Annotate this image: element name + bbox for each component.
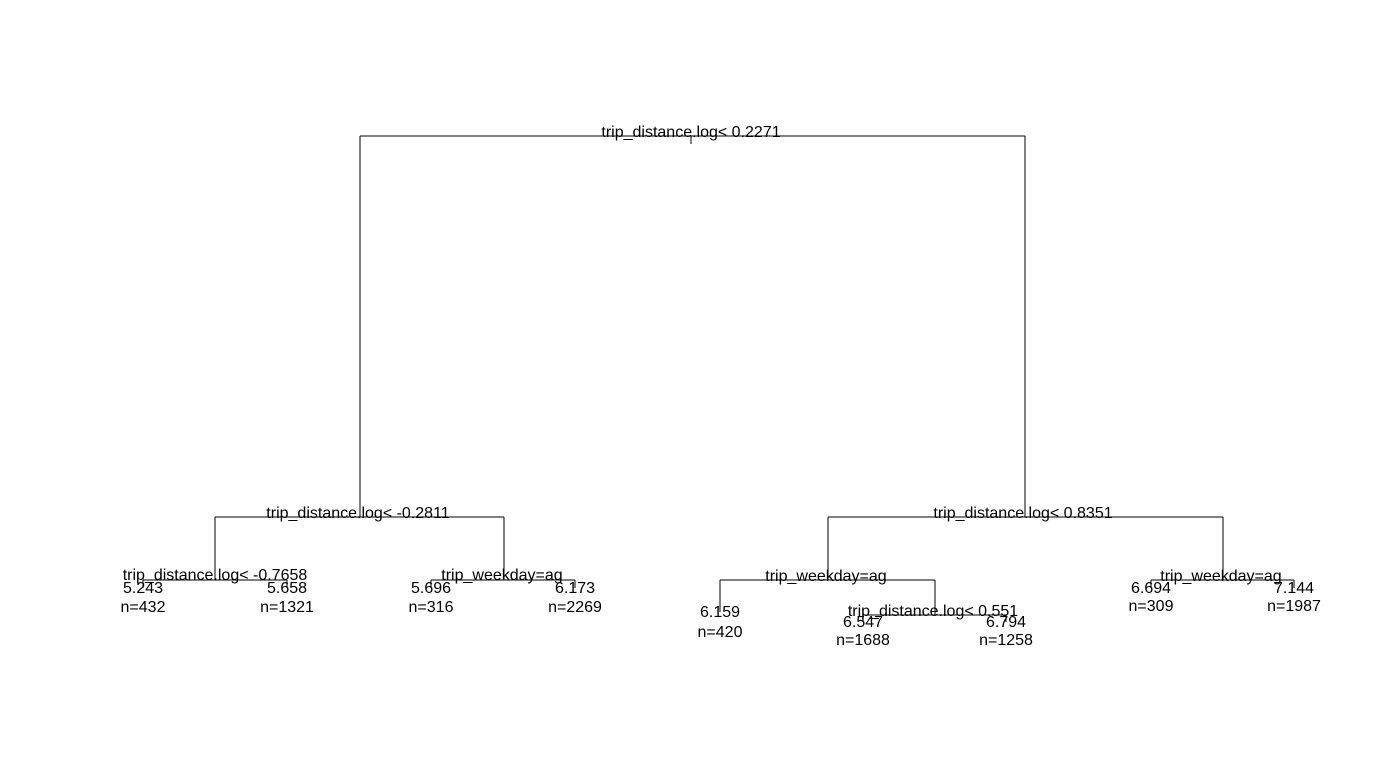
leaf-value: 6.547 [843, 614, 883, 631]
leaf-value: 5.658 [267, 580, 307, 597]
split-label-right: trip_distance.log< 0.8351 [933, 505, 1112, 522]
split-label-root: trip_distance.log< 0.2271 [601, 124, 780, 141]
leaf-value: 6.794 [986, 614, 1026, 631]
leaf-count: n=1987 [1267, 598, 1321, 615]
leaf-count: n=1321 [260, 599, 314, 616]
split-label-left-right: trip_weekday=ag [441, 567, 562, 584]
split-label-left-left: trip_distance.log< -0.7658 [123, 567, 308, 584]
leaf-count: n=1688 [836, 632, 890, 649]
leaf-count: n=309 [1129, 598, 1174, 615]
leaf-labels: 5.243 n=432 5.658 n=1321 5.696 n=316 6.1… [121, 580, 1321, 649]
leaf-value: 5.696 [411, 580, 451, 597]
split-label-left: trip_distance.log< -0.2811 [266, 505, 449, 522]
leaf-count: n=1258 [979, 632, 1033, 649]
leaf-count: n=432 [121, 599, 166, 616]
tree-branches [142, 135, 1295, 622]
split-label-right-left-right: trip_distance.log< 0.551 [848, 603, 1018, 620]
split-label-right-left: trip_weekday=ag [765, 568, 886, 585]
leaf-value: 6.173 [555, 580, 595, 597]
leaf-count: n=316 [409, 599, 454, 616]
leaf-value: 6.694 [1131, 580, 1171, 597]
split-labels: trip_distance.log< 0.2271 trip_distance.… [123, 124, 1282, 620]
leaf-value: 5.243 [123, 580, 163, 597]
leaf-count: n=2269 [548, 599, 602, 616]
leaf-value: 6.159 [700, 604, 740, 621]
split-label-right-right: trip_weekday=ag [1160, 568, 1281, 585]
leaf-count: n=420 [698, 624, 743, 641]
leaf-value: 7.144 [1274, 580, 1314, 597]
